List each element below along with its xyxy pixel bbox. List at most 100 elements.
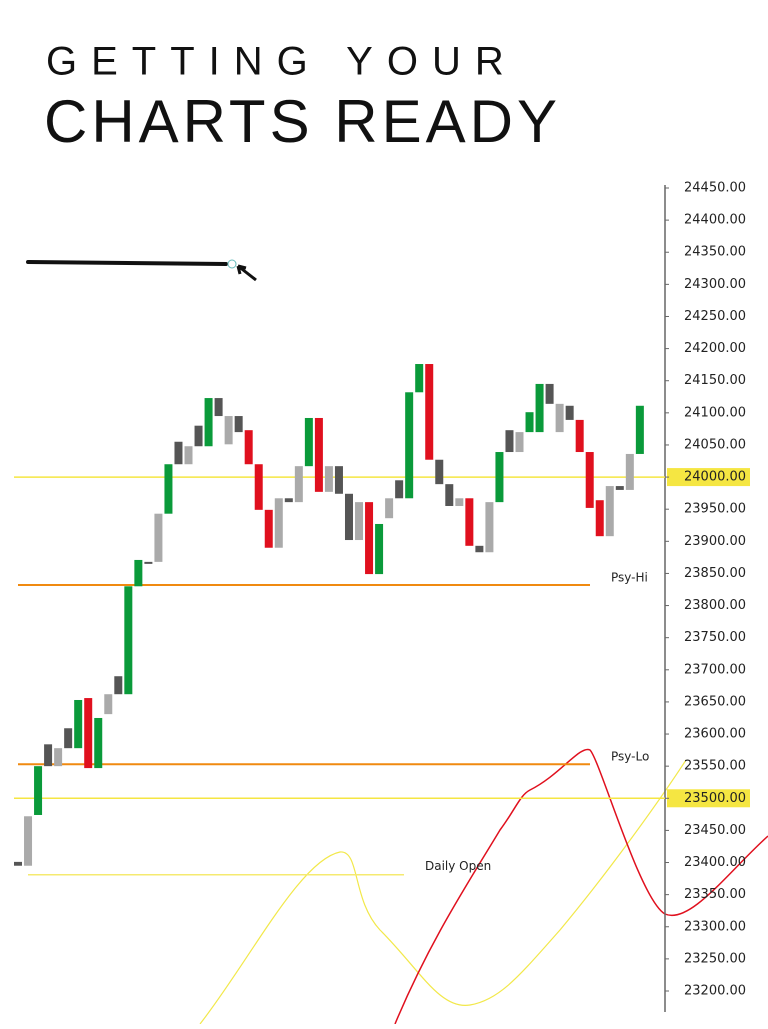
candle-body xyxy=(355,502,364,541)
candle-body xyxy=(264,509,273,548)
candle-body xyxy=(324,466,333,492)
candle-body xyxy=(425,364,434,460)
y-tick-label: 23300.00 xyxy=(684,919,746,934)
candle-body xyxy=(605,486,614,537)
candle-body xyxy=(54,748,63,767)
candle-body xyxy=(174,441,183,465)
y-tick-label: 23250.00 xyxy=(684,951,746,966)
drawing-line xyxy=(26,260,228,266)
candle-body xyxy=(24,816,33,866)
candle-body xyxy=(515,432,524,453)
candle-body xyxy=(64,728,73,749)
y-tick-label: 23950.00 xyxy=(684,502,746,517)
candle-body xyxy=(475,545,484,553)
candle-body xyxy=(34,766,43,815)
y-tick-label: 23500.00 xyxy=(684,791,746,806)
y-tick-label: 24450.00 xyxy=(684,181,746,196)
y-tick-label: 24050.00 xyxy=(684,437,746,452)
candle-body xyxy=(74,699,83,749)
chart: Psy-Hi Psy-Lo Daily Open 24450.00 24400.00 24… xyxy=(14,181,750,999)
candle-body xyxy=(244,430,253,465)
candle-body xyxy=(124,586,133,695)
candle-body xyxy=(204,398,213,447)
candle-body xyxy=(84,698,93,769)
candle-body xyxy=(555,403,564,433)
candle-body xyxy=(214,398,223,417)
candle-body xyxy=(224,416,233,445)
indicator-curve xyxy=(394,748,768,1025)
cursor-arrow xyxy=(236,264,257,282)
candle-body xyxy=(284,498,293,503)
y-tick-label: 24000.00 xyxy=(684,470,746,485)
drawing-handle xyxy=(227,259,237,269)
candle-body xyxy=(445,484,454,506)
candle-body xyxy=(194,425,203,447)
candle-body xyxy=(635,405,644,454)
level-label: Daily Open xyxy=(425,859,491,873)
heading-line: CHARTS READY xyxy=(44,88,561,155)
candle-body xyxy=(164,464,173,514)
candle-body xyxy=(184,446,193,465)
candle-body xyxy=(304,417,313,467)
y-tick-label: 23350.00 xyxy=(684,887,746,902)
candle-body xyxy=(365,502,374,575)
candle-body xyxy=(94,717,103,769)
y-tick-label: 23750.00 xyxy=(684,630,746,645)
y-tick-label: 23900.00 xyxy=(684,534,746,549)
candle-body xyxy=(114,676,123,695)
candle-body xyxy=(254,464,263,510)
candle-body xyxy=(415,364,424,393)
candle-body xyxy=(314,417,323,492)
candle-body xyxy=(234,416,243,433)
candle-body xyxy=(615,486,624,490)
y-tick-label: 23650.00 xyxy=(684,694,746,709)
y-tick-label: 24150.00 xyxy=(684,373,746,388)
y-tick-label: 24400.00 xyxy=(684,213,746,228)
candle-body xyxy=(385,498,394,519)
candle-body xyxy=(14,861,22,866)
candle-body xyxy=(395,480,404,499)
candle-body xyxy=(455,498,464,506)
candle-body xyxy=(485,502,494,553)
y-tick-label: 24250.00 xyxy=(684,309,746,324)
indicator-curve xyxy=(199,759,687,1025)
y-tick-label: 24100.00 xyxy=(684,405,746,420)
candle-body xyxy=(495,452,504,503)
candle-body xyxy=(535,383,544,433)
candle-body xyxy=(435,459,444,485)
candle-body xyxy=(375,523,384,575)
y-tick-label: 23850.00 xyxy=(684,566,746,581)
level-label: Psy-Hi xyxy=(611,571,648,585)
y-tick-label: 23800.00 xyxy=(684,598,746,613)
level-label: Psy-Lo xyxy=(611,750,649,764)
y-tick-label: 23700.00 xyxy=(684,662,746,677)
y-tick-label: 23550.00 xyxy=(684,759,746,774)
candle-body xyxy=(545,383,554,404)
candle-body xyxy=(44,744,53,767)
candle-body xyxy=(144,561,153,564)
y-tick-label: 23400.00 xyxy=(684,855,746,870)
candle-body xyxy=(505,430,514,453)
candle-body xyxy=(134,559,143,587)
y-tick-label: 24350.00 xyxy=(684,245,746,260)
y-tick-label: 23600.00 xyxy=(684,727,746,742)
candle-body xyxy=(344,493,353,541)
candle-body xyxy=(525,412,534,433)
axis-highlight xyxy=(667,789,750,808)
candle-body xyxy=(575,419,584,453)
axis-highlight xyxy=(667,468,750,487)
candle-body xyxy=(405,392,414,499)
candle-body xyxy=(465,498,474,546)
candle-body xyxy=(104,694,113,715)
candle-body xyxy=(294,466,303,503)
y-tick-label: 23200.00 xyxy=(684,984,746,999)
candle-body xyxy=(595,500,604,537)
candle-body xyxy=(334,466,343,494)
candle-body xyxy=(585,452,594,508)
candle-body xyxy=(565,405,574,420)
y-tick-label: 24200.00 xyxy=(684,341,746,356)
candle-body xyxy=(154,513,163,562)
y-tick-label: 24300.00 xyxy=(684,277,746,292)
y-tick-label: 23450.00 xyxy=(684,823,746,838)
